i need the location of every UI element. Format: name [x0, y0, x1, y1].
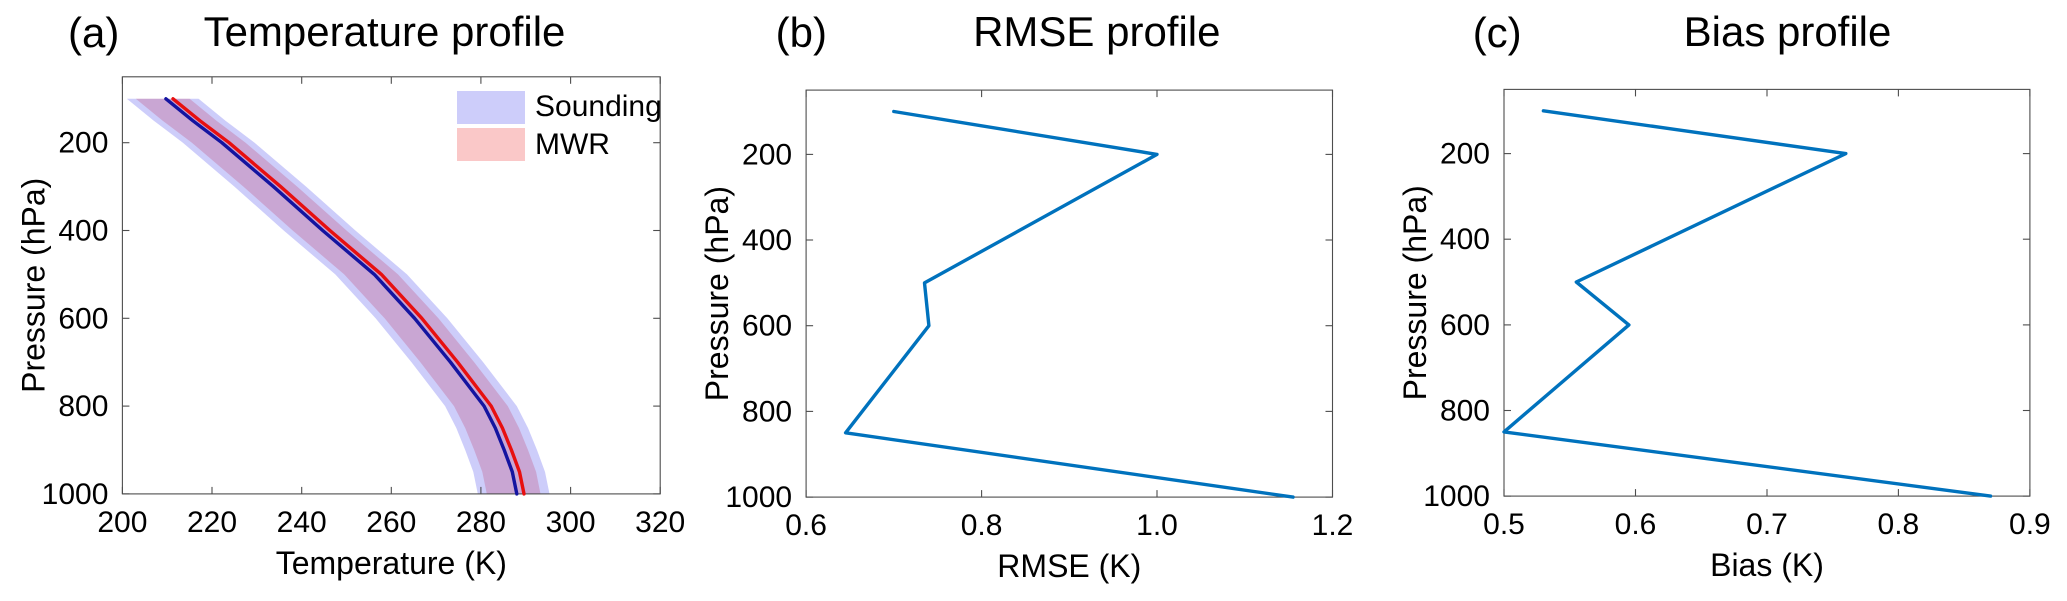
svg-text:800: 800	[58, 390, 108, 423]
svg-text:600: 600	[58, 302, 108, 335]
svg-text:(a): (a)	[68, 9, 119, 56]
svg-text:Temperature (K): Temperature (K)	[276, 545, 507, 581]
svg-text:0.8: 0.8	[961, 509, 1003, 542]
svg-text:Sounding: Sounding	[535, 90, 662, 123]
svg-text:600: 600	[742, 310, 792, 343]
svg-text:240: 240	[277, 506, 327, 539]
svg-text:0.9: 0.9	[2009, 508, 2051, 541]
svg-text:Pressure (hPa): Pressure (hPa)	[15, 178, 51, 393]
svg-text:200: 200	[58, 127, 108, 160]
svg-text:1.2: 1.2	[1312, 509, 1354, 542]
svg-text:300: 300	[546, 506, 596, 539]
svg-text:200: 200	[742, 138, 792, 171]
svg-text:RMSE profile: RMSE profile	[973, 8, 1220, 55]
svg-text:0.6: 0.6	[1615, 508, 1657, 541]
svg-text:260: 260	[366, 506, 416, 539]
svg-text:280: 280	[456, 506, 506, 539]
svg-text:220: 220	[187, 506, 237, 539]
svg-text:RMSE (K): RMSE (K)	[997, 548, 1141, 584]
svg-text:320: 320	[635, 506, 685, 539]
svg-text:Bias (K): Bias (K)	[1710, 547, 1824, 583]
svg-text:1000: 1000	[725, 481, 792, 514]
svg-text:400: 400	[742, 224, 792, 257]
svg-text:400: 400	[1440, 223, 1490, 256]
svg-text:400: 400	[58, 215, 108, 248]
svg-text:Bias profile: Bias profile	[1684, 8, 1892, 55]
svg-text:Pressure (hPa): Pressure (hPa)	[699, 186, 735, 401]
svg-text:(b): (b)	[776, 9, 827, 56]
svg-text:0.8: 0.8	[1878, 508, 1920, 541]
svg-text:200: 200	[1440, 138, 1490, 171]
svg-text:1.0: 1.0	[1136, 509, 1178, 542]
svg-text:800: 800	[1440, 395, 1490, 428]
svg-text:MWR: MWR	[535, 128, 610, 161]
svg-text:1000: 1000	[1423, 480, 1490, 513]
svg-text:1000: 1000	[42, 478, 109, 511]
svg-text:(c): (c)	[1473, 9, 1522, 56]
svg-text:800: 800	[742, 395, 792, 428]
svg-text:Temperature profile: Temperature profile	[204, 8, 566, 55]
svg-text:Pressure (hPa): Pressure (hPa)	[1397, 185, 1433, 400]
svg-text:0.7: 0.7	[1746, 508, 1788, 541]
svg-text:600: 600	[1440, 309, 1490, 342]
